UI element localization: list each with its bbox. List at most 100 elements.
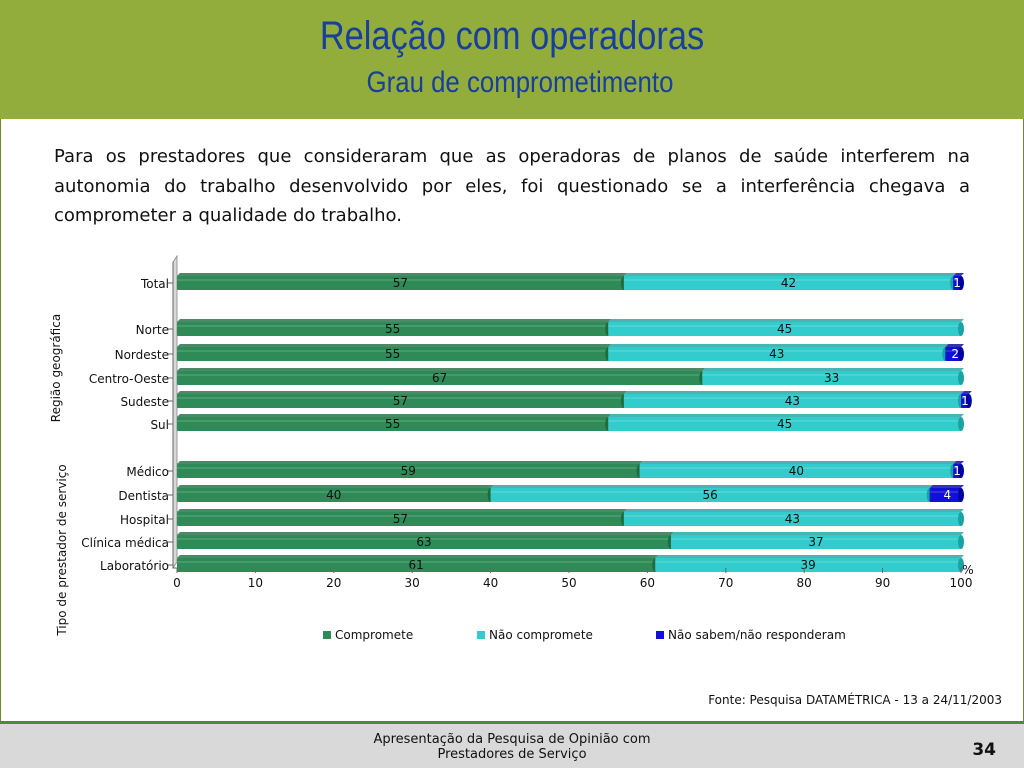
chart-side-wall: [172, 254, 178, 570]
bar-dentista-0: [177, 488, 491, 502]
x-tick-label: 40: [483, 576, 498, 590]
bar-top-face: [655, 555, 964, 558]
bar-sudeste-0: [177, 394, 624, 408]
bar-end-cap: [965, 394, 972, 408]
bar-top-face: [177, 344, 612, 347]
bar-cl-nica-m-dica-1: [670, 535, 961, 549]
bar-top-face: [945, 344, 964, 347]
x-tick-label: 100: [950, 576, 973, 590]
header-bar: [0, 0, 1024, 119]
bar-end-cap: [958, 464, 964, 478]
data-label: 45: [777, 417, 792, 431]
bar-end-cap: [958, 417, 964, 431]
x-tick-label: 90: [875, 576, 890, 590]
bar-nordeste-2: [945, 347, 961, 361]
footer-bar: [0, 724, 1024, 768]
bar-top-face: [608, 344, 949, 347]
bar-top-face: [177, 273, 627, 276]
page-number: 34: [972, 740, 996, 760]
category-label: Norte: [136, 323, 169, 337]
bar-top-face: [177, 391, 627, 394]
bar-top-face: [670, 532, 964, 535]
bar-end-cap: [958, 276, 964, 290]
bar-end-cap: [958, 322, 964, 336]
intro-paragraph: Para os prestadores que consideraram que…: [54, 146, 970, 226]
bar-hospital-1: [623, 512, 961, 526]
group-label-region: Região geográfica: [49, 314, 63, 422]
data-label: 57: [393, 276, 408, 290]
bar-end-cap: [958, 488, 964, 502]
data-label: 55: [385, 347, 400, 361]
bar-end-cap: [958, 512, 964, 526]
bar-total-0: [177, 276, 624, 290]
x-tick-label: 80: [797, 576, 812, 590]
bar-top-face: [953, 461, 964, 464]
data-label: 4: [943, 488, 951, 502]
footer-divider: [0, 721, 1024, 724]
bar-nordeste-0: [177, 347, 609, 361]
category-label: Hospital: [120, 513, 169, 527]
data-label: 2: [951, 347, 959, 361]
data-label: 59: [401, 464, 416, 478]
bar-centro-oeste-0: [177, 371, 703, 385]
category-label: Clínica médica: [81, 536, 169, 550]
data-label: 40: [789, 464, 804, 478]
bar-top-face: [623, 391, 964, 394]
data-label: 39: [800, 558, 815, 572]
legend-swatch: [323, 631, 331, 639]
x-tick-label: 10: [248, 576, 263, 590]
data-label: 45: [777, 322, 792, 336]
data-label: 43: [785, 394, 800, 408]
bar-hospital-0: [177, 512, 624, 526]
data-label: 57: [393, 394, 408, 408]
data-label: 43: [785, 512, 800, 526]
bar-top-face: [177, 485, 494, 488]
x-tick-label: 0: [173, 576, 181, 590]
bar-end-cap: [958, 347, 964, 361]
x-unit-label: %: [962, 563, 973, 577]
category-label: Nordeste: [115, 348, 169, 362]
bar-total-1: [623, 276, 954, 290]
bar-dentista-2: [929, 488, 961, 502]
bar-top-face: [177, 532, 674, 535]
bar-top-face: [623, 509, 964, 512]
bar-top-face: [953, 273, 964, 276]
bar-sudeste-1: [623, 394, 961, 408]
bar-nordeste-1: [608, 347, 946, 361]
bar-top-face: [177, 555, 659, 558]
bar-top-face: [608, 414, 964, 417]
legend-label: Não sabem/não responderam: [668, 628, 846, 642]
bar-cl-nica-m-dica-0: [177, 535, 671, 549]
data-label: 63: [416, 535, 431, 549]
legend-label: Compromete: [335, 628, 413, 642]
legend-swatch: [477, 631, 485, 639]
bar-sul-1: [608, 417, 961, 431]
data-label: 42: [781, 276, 796, 290]
data-label: 55: [385, 322, 400, 336]
bar-top-face: [702, 368, 964, 371]
bar-top-face: [177, 319, 612, 322]
bar-centro-oeste-1: [702, 371, 961, 385]
bar-dentista-1: [490, 488, 930, 502]
page-subtitle: Grau de comprometimento: [366, 66, 674, 99]
footer-caption: Apresentação da Pesquisa de Opinião com …: [312, 732, 712, 762]
bar-top-face: [929, 485, 964, 488]
data-label: 37: [808, 535, 823, 549]
footer-line-2: Prestadores de Serviço: [437, 747, 587, 762]
category-label: Médico: [126, 465, 169, 479]
bar-top-face: [961, 391, 972, 394]
bar-top-face: [490, 485, 933, 488]
data-label: 40: [326, 488, 341, 502]
x-tick-label: 60: [640, 576, 655, 590]
bar-m-dico-0: [177, 464, 640, 478]
data-label: 43: [769, 347, 784, 361]
data-label: 55: [385, 417, 400, 431]
group-label-provider: Tipo de prestador de serviço: [55, 464, 69, 636]
bar-top-face: [608, 319, 964, 322]
bar-top-face: [177, 368, 706, 371]
data-label: 67: [432, 371, 447, 385]
data-label: 61: [408, 558, 423, 572]
category-label: Sudeste: [120, 395, 169, 409]
bar-end-cap: [958, 535, 964, 549]
category-label: Centro-Oeste: [89, 372, 169, 386]
